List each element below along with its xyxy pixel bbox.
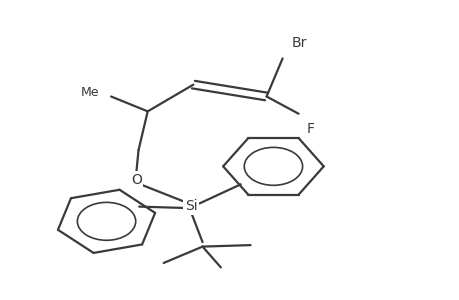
Text: F: F: [306, 122, 314, 136]
Text: Si: Si: [185, 200, 197, 214]
Text: Br: Br: [291, 36, 307, 50]
Text: Me: Me: [81, 85, 100, 98]
Text: O: O: [130, 173, 141, 187]
